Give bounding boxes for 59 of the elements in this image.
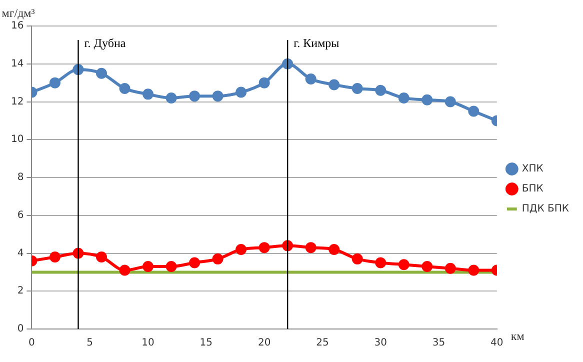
legend-label: БПК	[522, 184, 544, 195]
point	[166, 92, 177, 104]
y-tick-label: 0	[17, 324, 24, 335]
point	[444, 96, 456, 108]
x-tick-label: 5	[86, 338, 94, 349]
point	[258, 77, 270, 88]
y-tick-label: 2	[17, 286, 24, 297]
point	[375, 84, 386, 96]
x-tick-label: 35	[432, 338, 446, 349]
point	[422, 94, 433, 106]
point	[305, 74, 316, 85]
x-tick-label: 30	[374, 338, 387, 349]
point	[328, 244, 340, 255]
y-axis-title: мг/дм³	[2, 6, 36, 20]
x-tick-label: 20	[258, 338, 271, 349]
point	[422, 261, 433, 272]
y-tick-label: 4	[17, 248, 24, 259]
point	[119, 82, 130, 94]
ref-line-label: г. Кимры	[294, 36, 340, 50]
point	[328, 79, 340, 90]
point	[468, 264, 480, 276]
point	[119, 264, 130, 276]
point	[352, 82, 363, 94]
y-tick-label: 14	[10, 58, 24, 70]
y-tick-label: 8	[17, 172, 24, 184]
point	[189, 257, 200, 268]
y-tick-label: 16	[10, 20, 24, 32]
point	[258, 242, 270, 254]
point	[352, 253, 363, 264]
x-tick-label: 0	[28, 338, 35, 349]
x-tick-label: 15	[200, 338, 213, 349]
x-tick-label: 10	[142, 338, 154, 349]
point	[398, 259, 410, 270]
point	[236, 86, 247, 98]
legend-label: ХПК	[522, 164, 544, 175]
point	[236, 244, 247, 255]
ref-line-label: г. Дубна	[84, 36, 126, 50]
point	[444, 262, 456, 274]
legend-label: ПДК БПК	[522, 204, 570, 215]
point	[212, 90, 224, 102]
point	[375, 257, 386, 268]
x-tick-label: 40	[490, 338, 504, 349]
point	[212, 253, 224, 264]
point	[166, 261, 177, 272]
point	[142, 88, 154, 100]
y-tick-label: 10	[10, 134, 24, 146]
point	[398, 92, 410, 104]
point	[49, 252, 60, 263]
point	[142, 261, 154, 272]
point	[305, 242, 316, 254]
point	[96, 68, 108, 79]
point	[468, 106, 480, 117]
x-axis-title: км	[510, 329, 525, 344]
y-tick-label: 6	[17, 210, 24, 221]
y-tick-label: 12	[10, 96, 24, 108]
point	[49, 77, 60, 88]
point	[189, 90, 200, 102]
x-tick-label: 25	[316, 338, 329, 349]
point	[96, 252, 108, 263]
